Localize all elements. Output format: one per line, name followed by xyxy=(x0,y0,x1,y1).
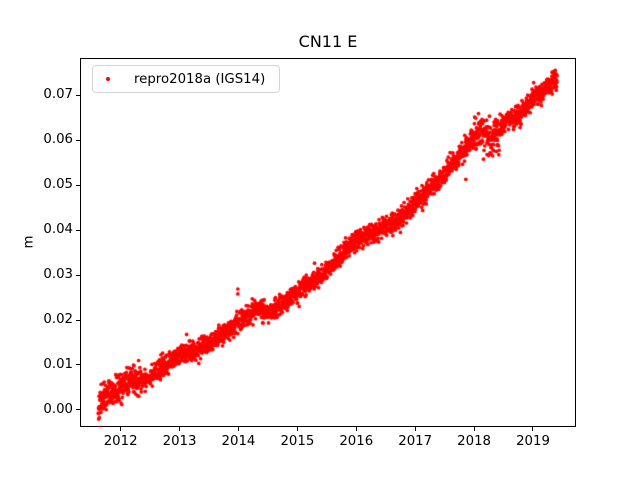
chart-title: CN11 E xyxy=(298,32,358,51)
y-tick-mark xyxy=(76,139,80,141)
x-tick-label: 2016 xyxy=(339,434,374,449)
y-tick-label: 0.03 xyxy=(43,267,73,283)
y-tick-mark xyxy=(76,94,80,96)
y-tick-label: 0.04 xyxy=(43,222,73,238)
x-tick-mark xyxy=(355,427,357,431)
x-tick-label: 2014 xyxy=(221,434,256,449)
x-tick-label: 2012 xyxy=(103,434,138,449)
x-tick-mark xyxy=(179,427,181,431)
x-tick-mark xyxy=(120,427,122,431)
legend-label: repro2018a (IGS14) xyxy=(134,71,266,87)
x-tick-label: 2013 xyxy=(162,434,197,449)
y-axis-label: m xyxy=(21,235,37,249)
y-tick-mark xyxy=(76,274,80,276)
x-tick-mark xyxy=(532,427,534,431)
x-tick-label: 2015 xyxy=(280,434,315,449)
y-tick-mark xyxy=(76,229,80,231)
x-tick-label: 2018 xyxy=(457,434,491,449)
y-tick-mark xyxy=(76,409,80,411)
y-tick-label: 0.06 xyxy=(43,132,73,148)
y-tick-label: 0.01 xyxy=(43,356,73,372)
y-tick-label: 0.07 xyxy=(43,87,73,103)
x-tick-mark xyxy=(414,427,416,431)
x-tick-label: 2017 xyxy=(398,434,433,449)
y-tick-label: 0.05 xyxy=(43,177,73,193)
y-tick-mark xyxy=(76,364,80,366)
legend: repro2018a (IGS14) xyxy=(92,65,280,93)
legend-marker-dot-icon xyxy=(106,77,110,81)
x-tick-mark xyxy=(296,427,298,431)
y-tick-label: 0.02 xyxy=(43,312,73,328)
y-tick-label: 0.00 xyxy=(43,401,73,417)
x-tick-mark xyxy=(237,427,239,431)
y-tick-mark xyxy=(76,319,80,321)
y-tick-mark xyxy=(76,184,80,186)
x-tick-label: 2019 xyxy=(516,434,550,449)
x-tick-mark xyxy=(473,427,475,431)
